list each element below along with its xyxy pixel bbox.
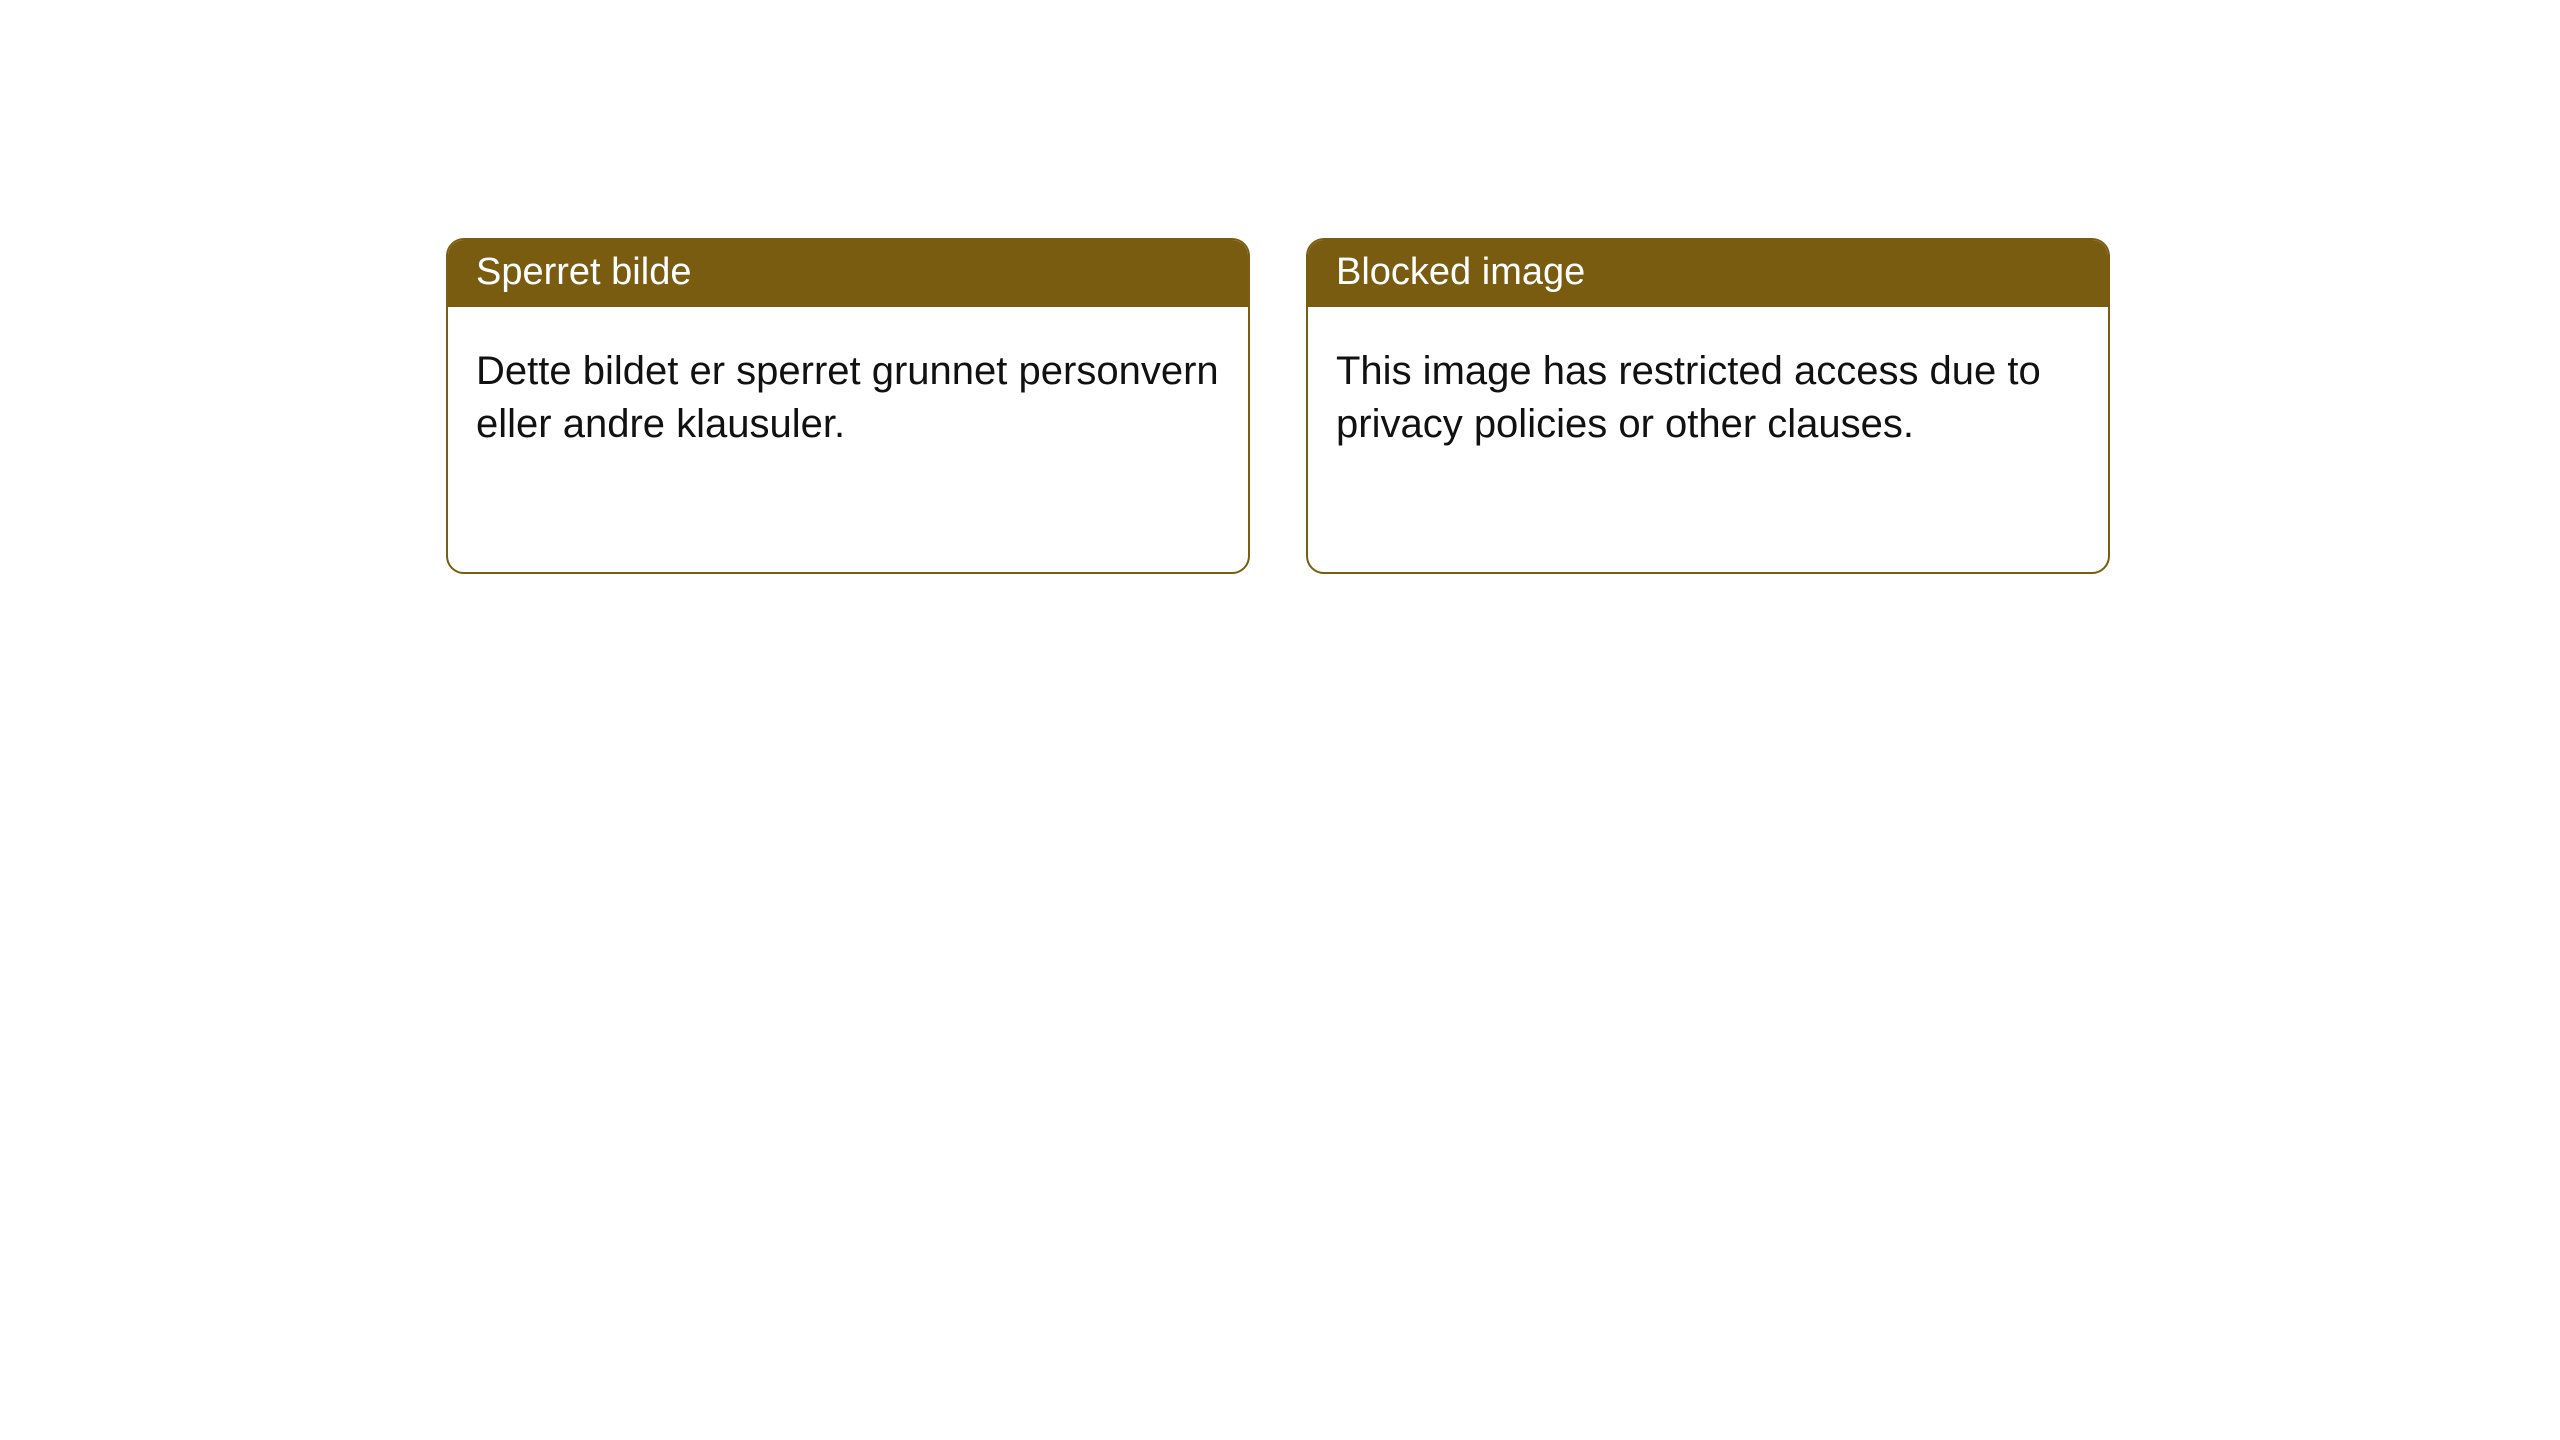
notice-card-header: Sperret bilde (448, 240, 1248, 307)
notice-card-header: Blocked image (1308, 240, 2108, 307)
notice-card-english: Blocked image This image has restricted … (1306, 238, 2110, 574)
notice-card-title: Sperret bilde (476, 251, 691, 293)
notice-card-body: Dette bildet er sperret grunnet personve… (448, 307, 1248, 479)
notice-cards-container: Sperret bilde Dette bildet er sperret gr… (0, 0, 2560, 574)
notice-card-norwegian: Sperret bilde Dette bildet er sperret gr… (446, 238, 1250, 574)
notice-card-text: This image has restricted access due to … (1336, 349, 2041, 446)
notice-card-title: Blocked image (1336, 251, 1585, 293)
notice-card-body: This image has restricted access due to … (1308, 307, 2108, 479)
notice-card-text: Dette bildet er sperret grunnet personve… (476, 349, 1219, 446)
